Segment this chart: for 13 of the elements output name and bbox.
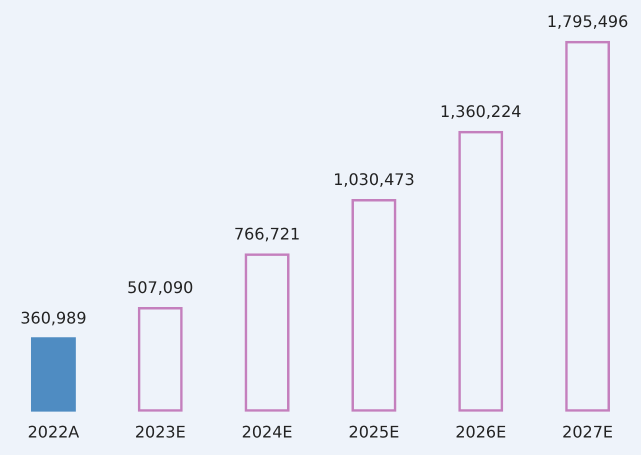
data-label: 1,795,496 [546,12,628,32]
data-label: 1,360,224 [440,102,522,121]
x-tick-label: 2026E [455,422,506,442]
data-label: 360,989 [20,308,87,328]
bar [30,337,76,412]
x-tick-label: 2023E [134,422,186,442]
x-tick-label: 2024E [242,422,292,442]
data-label: 1,030,473 [333,170,415,190]
x-tick-label: 2025E [348,422,400,442]
x-tick-label: 2022A [28,422,80,442]
data-label: 766,721 [234,224,300,244]
x-tick-label: 2027E [562,422,613,442]
data-label: 507,090 [127,278,194,298]
